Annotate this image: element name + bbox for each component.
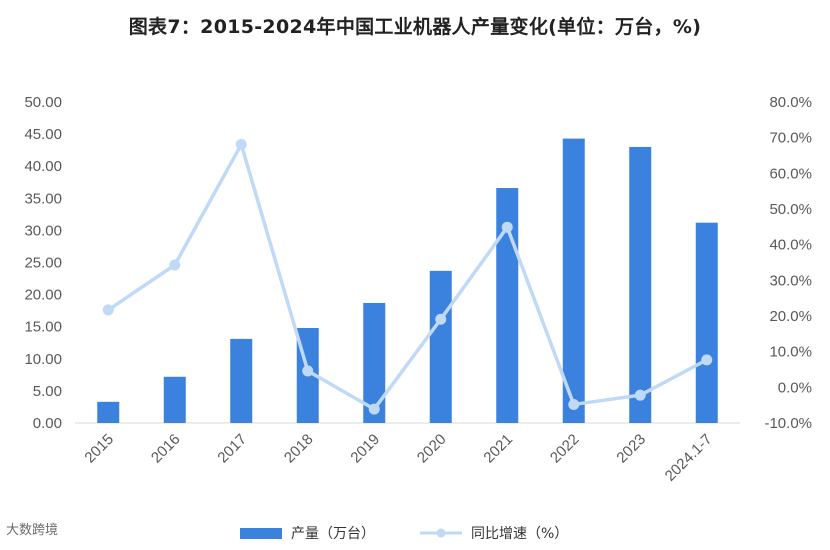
right-tick-label: 40.0% bbox=[769, 237, 812, 254]
right-tick-label: 80.0% bbox=[769, 94, 812, 111]
source-mark: 大数跨境 bbox=[6, 523, 59, 538]
right-tick-label: 30.0% bbox=[769, 272, 812, 289]
right-y-axis: -10.0% 0.0% 10.0% 20.0% 30.0% 40.0% 50.0% 60.0%… bbox=[764, 94, 812, 432]
bar-series bbox=[97, 138, 718, 423]
legend-line-marker bbox=[436, 528, 446, 538]
bar bbox=[695, 222, 718, 423]
left-tick-label: 20.00 bbox=[24, 287, 62, 304]
right-tick-label: 70.0% bbox=[769, 130, 812, 147]
legend-bar-swatch bbox=[240, 528, 282, 539]
left-tick-label: 25.00 bbox=[24, 255, 62, 272]
x-tick-label: 2020 bbox=[414, 431, 450, 467]
right-tick-label: 10.0% bbox=[769, 344, 812, 361]
right-tick-label: 20.0% bbox=[769, 308, 812, 325]
bar bbox=[363, 302, 386, 423]
x-tick-label: 2017 bbox=[214, 431, 250, 467]
right-tick-label: 60.0% bbox=[769, 165, 812, 182]
legend: 产量（万台） 同比增速（%） bbox=[240, 526, 568, 542]
x-tick-label: 2023 bbox=[613, 431, 649, 467]
x-tick-label: 2022 bbox=[547, 431, 583, 467]
bar bbox=[562, 138, 585, 423]
line-point bbox=[634, 389, 646, 401]
left-tick-label: 35.00 bbox=[24, 190, 62, 207]
left-tick-label: 0.00 bbox=[33, 415, 62, 432]
line-series bbox=[102, 138, 713, 415]
growth-line bbox=[107, 142, 708, 411]
right-tick-label: -10.0% bbox=[764, 415, 812, 432]
legend-line-label: 同比增速（%） bbox=[471, 526, 568, 542]
x-axis: 2015 2016 2017 2018 2019 2020 2021 2022 2023 2024… bbox=[81, 431, 715, 485]
line-point bbox=[368, 403, 380, 415]
x-tick-label: 2019 bbox=[347, 431, 383, 467]
line-point bbox=[169, 259, 181, 271]
left-tick-label: 45.00 bbox=[24, 126, 62, 143]
x-tick-label: 2024.1-7 bbox=[662, 431, 716, 485]
line-point bbox=[235, 138, 247, 150]
x-tick-label: 2021 bbox=[480, 431, 516, 467]
bar bbox=[230, 338, 253, 423]
legend-bar-label: 产量（万台） bbox=[291, 526, 375, 542]
line-point bbox=[435, 313, 447, 325]
left-tick-label: 5.00 bbox=[33, 383, 62, 400]
line-point bbox=[302, 365, 314, 377]
bar bbox=[429, 270, 452, 423]
right-tick-label: 50.0% bbox=[769, 201, 812, 218]
bar bbox=[163, 376, 186, 423]
line-point bbox=[501, 221, 513, 233]
x-tick-label: 2016 bbox=[148, 431, 184, 467]
right-tick-label: 0.0% bbox=[778, 379, 812, 396]
line-point bbox=[102, 304, 114, 316]
x-tick-label: 2015 bbox=[81, 431, 117, 467]
left-tick-label: 30.00 bbox=[24, 222, 62, 239]
line-point bbox=[701, 354, 713, 366]
bar bbox=[629, 146, 652, 423]
left-tick-label: 15.00 bbox=[24, 319, 62, 336]
left-tick-label: 50.00 bbox=[24, 94, 62, 111]
left-tick-label: 40.00 bbox=[24, 158, 62, 175]
left-y-axis: 0.00 5.00 10.00 15.00 20.00 25.00 30.00 35.00 40… bbox=[24, 94, 62, 432]
x-tick-label: 2018 bbox=[281, 431, 317, 467]
line-point bbox=[568, 398, 580, 410]
chart-title: 图表7：2015-2024年中国工业机器人产量变化(单位：万台，%) bbox=[128, 16, 702, 38]
bar bbox=[97, 401, 120, 423]
left-tick-label: 10.00 bbox=[24, 351, 62, 368]
